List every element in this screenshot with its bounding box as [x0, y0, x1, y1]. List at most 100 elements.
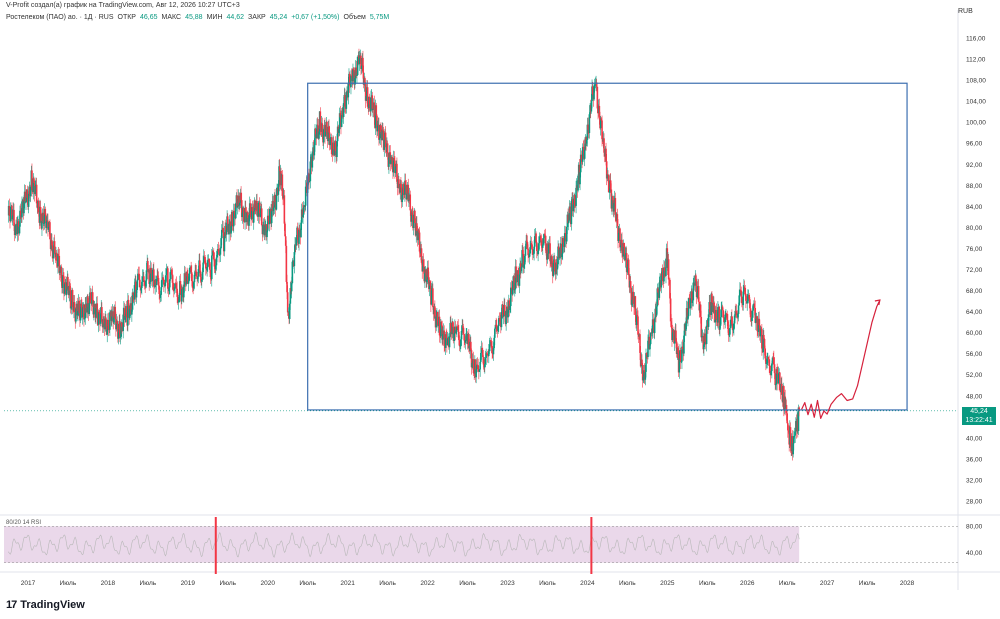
candle-body [755, 318, 757, 323]
symbol-title[interactable]: Ростелеком (ПАО) ао. · 1Д · RUS [6, 14, 114, 21]
volume-value: 5,75M [369, 14, 390, 21]
candle-body [281, 174, 284, 196]
candle-body [414, 210, 416, 224]
candle-body [494, 324, 497, 329]
candle-body [691, 300, 694, 303]
candle-body [165, 268, 168, 276]
candle-body [520, 266, 523, 272]
candle-body [742, 291, 745, 306]
candle-body [153, 269, 155, 287]
x-tick-label: Июль [140, 580, 157, 587]
candle-body [627, 259, 630, 276]
candle-body [231, 211, 234, 226]
candle-body [240, 192, 242, 201]
candle-body [198, 260, 201, 271]
candle-body [775, 369, 778, 385]
candle-body [681, 346, 684, 350]
candle-body [370, 97, 372, 112]
candle-body [675, 330, 677, 342]
candle-body [629, 281, 632, 288]
candle-body [425, 269, 428, 283]
price-chart[interactable]: 116,00 112,00 108,00 104,00 100,00 96,00 92,00… [0, 0, 1000, 595]
candle-body [492, 348, 495, 355]
candle-body [222, 227, 224, 233]
candle-body [316, 124, 319, 126]
candle-body [55, 252, 58, 261]
candle-body [65, 282, 67, 295]
candle-body [215, 257, 218, 266]
candle-body [285, 245, 288, 282]
candle-body [668, 279, 671, 281]
candle-body [756, 316, 759, 332]
candle-body [441, 325, 444, 340]
candle-body [336, 141, 338, 158]
candle-body [206, 266, 208, 271]
candle-body [78, 300, 81, 314]
candle-body [238, 195, 240, 206]
candle-body [360, 65, 363, 69]
candle-body [438, 316, 441, 336]
candle-body [765, 363, 768, 365]
candle-body [692, 282, 695, 301]
candle-body [631, 299, 633, 305]
candle-body [309, 161, 312, 182]
candle-body [405, 184, 408, 200]
candle-body [614, 198, 617, 215]
candle-body [246, 213, 249, 218]
candle-body [138, 273, 140, 280]
candle-body [760, 328, 763, 330]
candle-body [518, 274, 521, 286]
y-tick-label: 36,00 [966, 456, 983, 463]
candle-body [404, 180, 406, 195]
candle-body [59, 271, 61, 273]
candle-body [695, 275, 697, 282]
candle-body [581, 146, 584, 162]
candle-body [451, 321, 453, 335]
candle-body [511, 281, 514, 295]
candle-body [785, 405, 788, 414]
rsi-caption[interactable]: 80/20 14 RSI [6, 520, 42, 526]
candle-body [89, 292, 92, 303]
candle-body [117, 332, 120, 339]
candle-body [191, 281, 194, 288]
candle-body [687, 316, 689, 320]
candle-body [450, 323, 452, 332]
candle-body [735, 311, 738, 316]
candle-body [767, 356, 770, 360]
candle-body [380, 125, 382, 132]
candle-body [336, 126, 339, 142]
candle-body [540, 240, 543, 246]
candle-body [200, 277, 202, 282]
candle-body [71, 289, 74, 308]
candle-body [44, 208, 47, 215]
candle-body [533, 246, 535, 254]
candle-body [603, 138, 605, 153]
candle-body [116, 320, 119, 324]
forecast-arrowhead [874, 299, 881, 306]
currency-badge[interactable]: RUB [958, 8, 973, 15]
x-tick-label: 2026 [740, 580, 755, 587]
candle-body [663, 267, 665, 282]
candle-body [537, 250, 539, 255]
candle-body [381, 129, 384, 141]
candle-body [340, 115, 343, 127]
candle-body [301, 209, 304, 218]
candle-body [557, 246, 559, 265]
candle-body [754, 307, 757, 323]
candle-body [606, 174, 609, 179]
rsi-band [4, 526, 800, 563]
candle-body [630, 287, 633, 305]
candle-body [464, 339, 467, 343]
candle-body [761, 329, 763, 349]
candle-body [87, 296, 89, 304]
candle-body [348, 73, 351, 86]
candle-body [161, 279, 163, 288]
candle-body [178, 294, 180, 302]
candle-body [188, 273, 190, 281]
candle-body [647, 340, 649, 358]
candle-body [479, 361, 481, 370]
y-tick-label: 108,00 [966, 78, 986, 85]
candle-body [713, 305, 716, 323]
candle-body [404, 180, 407, 185]
candle-body [655, 306, 658, 316]
